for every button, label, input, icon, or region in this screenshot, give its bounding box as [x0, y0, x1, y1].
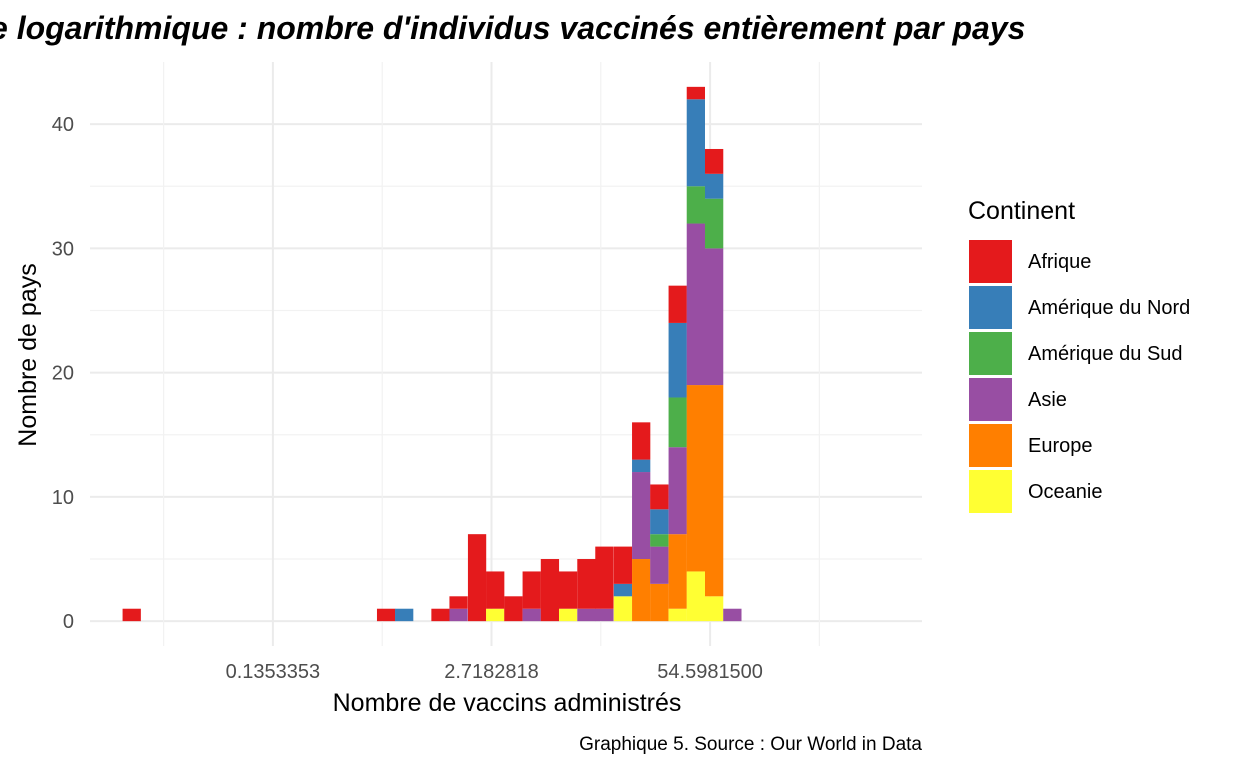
- bar-segment-asie: [705, 248, 724, 386]
- bar-segment-afrique: [486, 571, 505, 609]
- legend-swatch-oceanie: [969, 470, 1012, 513]
- bar-segment-afrique: [431, 608, 450, 622]
- bar-segment-afrique: [522, 571, 541, 609]
- bar-segment-asie: [577, 608, 596, 622]
- bar-segment-asie: [522, 608, 541, 622]
- bar-segment-afrique: [686, 86, 706, 100]
- bar-segment-afrique: [668, 285, 687, 323]
- legend-swatch-amerique-du-sud: [969, 332, 1012, 375]
- bar-segment-amerique-du-sud: [668, 397, 687, 448]
- bar-segment-asie: [449, 608, 468, 622]
- bar-segment-oceanie: [668, 608, 687, 622]
- bar-segment-afrique: [504, 596, 523, 622]
- bar-segment-europe: [668, 534, 687, 609]
- bar-segment-afrique: [540, 559, 560, 622]
- bar-segment-amerique-du-nord: [705, 173, 724, 199]
- legend-items: Afrique Amérique du Nord Amérique du Sud As…: [969, 240, 1190, 513]
- y-tick-label: 40: [52, 114, 74, 136]
- legend-label-afrique: Afrique: [1028, 251, 1091, 273]
- legend-swatch-amerique-du-nord: [969, 286, 1012, 329]
- y-tick-label: 30: [52, 238, 74, 260]
- bar-segment-amerique-du-nord: [650, 509, 669, 535]
- y-tick-label: 20: [52, 363, 74, 385]
- x-tick-label: 0.1353353: [226, 661, 321, 683]
- legend-title: Continent: [968, 197, 1075, 225]
- x-axis-label: Nombre de vaccins administrés: [333, 689, 682, 717]
- legend-swatch-afrique: [969, 240, 1012, 283]
- legend-label-asie: Asie: [1028, 389, 1067, 411]
- bar-segment-afrique: [705, 148, 724, 174]
- y-tick-label: 0: [63, 611, 74, 633]
- bar-segment-asie: [686, 223, 706, 386]
- bar-segment-amerique-du-sud: [650, 534, 669, 547]
- chart-title: e logarithmique : nombre d'individus vac…: [0, 10, 1025, 46]
- y-axis-label: Nombre de pays: [14, 263, 42, 446]
- bar-segment-afrique: [613, 546, 633, 584]
- bar-segment-afrique: [449, 596, 468, 609]
- grid-lines: [90, 62, 922, 646]
- bar-segment-afrique: [467, 534, 487, 622]
- bar-segment-amerique-du-sud: [686, 186, 706, 224]
- bar-segment-oceanie: [486, 608, 505, 622]
- bar-segment-afrique: [595, 546, 614, 609]
- y-tick-label: 10: [52, 487, 74, 509]
- bar-segment-amerique-du-nord: [686, 99, 706, 187]
- bar-segment-europe: [632, 559, 651, 622]
- bar-segment-amerique-du-nord: [613, 583, 633, 597]
- legend-swatch-asie: [969, 378, 1012, 421]
- bars-group: [122, 86, 742, 622]
- legend-label-oceanie: Oceanie: [1028, 481, 1103, 503]
- bar-segment-amerique-du-nord: [395, 608, 414, 622]
- bar-segment-asie: [723, 608, 742, 622]
- bar-segment-amerique-du-sud: [705, 198, 724, 249]
- bar-segment-asie: [595, 608, 614, 622]
- bar-segment-afrique: [376, 608, 396, 622]
- bar-segment-amerique-du-nord: [632, 459, 651, 473]
- bar-segment-afrique: [632, 422, 651, 460]
- chart-caption: Graphique 5. Source : Our World in Data: [579, 734, 922, 755]
- bar-segment-europe: [705, 385, 724, 597]
- x-tick-label: 2.7182818: [444, 661, 539, 683]
- legend-label-amerique-du-nord: Amérique du Nord: [1028, 297, 1190, 319]
- bar-segment-afrique: [577, 559, 596, 609]
- legend-swatch-europe: [969, 424, 1012, 467]
- x-tick-label: 54.5981500: [657, 661, 763, 683]
- bar-segment-europe: [686, 385, 706, 572]
- bar-segment-oceanie: [558, 608, 578, 622]
- bar-segment-amerique-du-nord: [668, 322, 687, 398]
- y-axis-ticks: 0 10 20 30 40: [52, 114, 74, 633]
- legend-label-amerique-du-sud: Amérique du Sud: [1028, 343, 1183, 365]
- bar-segment-asie: [632, 472, 651, 560]
- legend-label-europe: Europe: [1028, 435, 1093, 457]
- bar-segment-oceanie: [613, 596, 633, 622]
- bar-segment-asie: [650, 546, 669, 584]
- legend: Continent Afrique Amérique du Nord Amériqu…: [968, 197, 1190, 513]
- bar-segment-asie: [668, 447, 687, 535]
- x-axis-ticks: 0.1353353 2.7182818 54.5981500: [226, 661, 763, 683]
- bar-segment-afrique: [650, 484, 669, 510]
- bar-segment-oceanie: [705, 596, 724, 622]
- bar-segment-europe: [650, 583, 669, 622]
- bar-segment-afrique: [558, 571, 578, 609]
- bar-segment-oceanie: [686, 571, 706, 622]
- bar-segment-afrique: [122, 608, 141, 622]
